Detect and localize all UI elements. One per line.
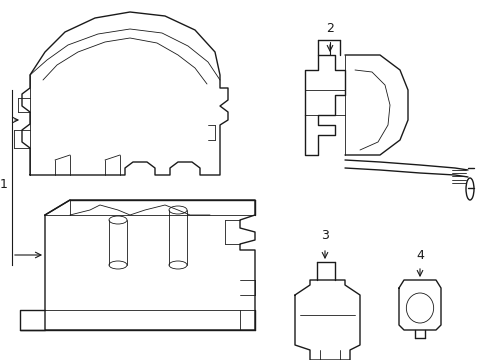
Text: 2: 2: [325, 22, 333, 35]
Text: 4: 4: [415, 249, 423, 262]
Ellipse shape: [465, 178, 473, 200]
Text: 3: 3: [321, 229, 328, 242]
Ellipse shape: [109, 261, 127, 269]
Text: 1: 1: [0, 179, 8, 192]
Ellipse shape: [406, 293, 433, 323]
Ellipse shape: [169, 261, 186, 269]
Ellipse shape: [109, 216, 127, 224]
Ellipse shape: [169, 206, 186, 214]
